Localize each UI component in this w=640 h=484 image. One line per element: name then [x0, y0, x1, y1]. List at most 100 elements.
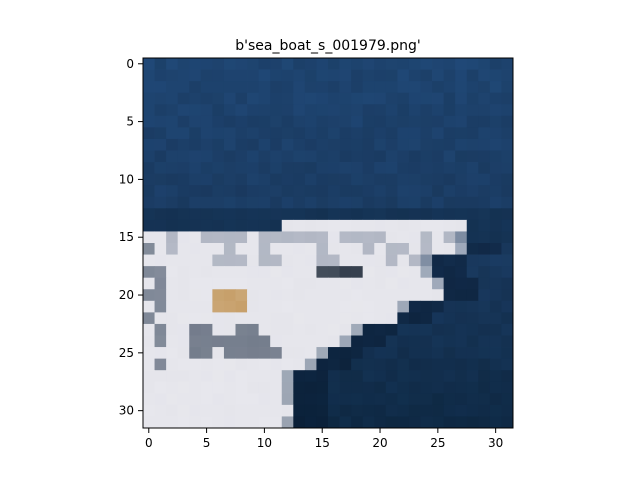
- image-pixel: [293, 208, 306, 221]
- image-pixel: [466, 92, 479, 105]
- y-tick-label: 25: [119, 346, 134, 360]
- image-pixel: [293, 127, 306, 140]
- image-pixel: [501, 150, 514, 163]
- image-pixel: [223, 358, 236, 371]
- image-pixel: [443, 335, 456, 348]
- image-pixel: [443, 370, 456, 383]
- image-pixel: [466, 266, 479, 279]
- image-pixel: [339, 219, 352, 232]
- image-pixel: [443, 323, 456, 336]
- image-pixel: [432, 127, 445, 140]
- image-pixel: [166, 219, 179, 232]
- image-pixel: [339, 312, 352, 325]
- image-pixel: [489, 381, 502, 394]
- image-pixel: [432, 81, 445, 94]
- image-pixel: [420, 404, 433, 417]
- image-pixel: [200, 416, 213, 429]
- image-pixel: [235, 92, 248, 105]
- image-pixel: [166, 104, 179, 117]
- image-pixel: [223, 277, 236, 290]
- image-pixel: [281, 404, 294, 417]
- image-pixel: [293, 173, 306, 186]
- image-pixel: [316, 162, 329, 175]
- image-pixel: [385, 312, 398, 325]
- image-pixel: [397, 393, 410, 406]
- image-pixel: [223, 300, 236, 313]
- image-pixel: [443, 358, 456, 371]
- image-pixel: [247, 150, 260, 163]
- image-pixel: [212, 358, 225, 371]
- image-pixel: [362, 162, 375, 175]
- image-pixel: [455, 138, 468, 151]
- image-pixel: [420, 312, 433, 325]
- image-pixel: [258, 231, 271, 244]
- image-pixel: [166, 300, 179, 313]
- image-pixel: [489, 138, 502, 151]
- image-pixel: [351, 162, 364, 175]
- image-pixel: [351, 58, 364, 70]
- image-pixel: [489, 92, 502, 105]
- image-pixel: [328, 312, 340, 325]
- image-pixel: [304, 243, 317, 255]
- image-pixel: [328, 173, 340, 186]
- image-pixel: [362, 381, 375, 394]
- image-pixel: [362, 127, 375, 140]
- image-pixel: [189, 138, 202, 151]
- image-pixel: [455, 323, 468, 336]
- image-pixel: [443, 254, 456, 267]
- image-pixel: [235, 231, 248, 244]
- image-pixel: [258, 416, 271, 429]
- image-pixel: [304, 219, 317, 232]
- image-pixel: [455, 381, 468, 394]
- image-pixel: [351, 219, 364, 232]
- image-pixel: [478, 162, 491, 175]
- image-pixel: [501, 300, 514, 313]
- image-pixel: [258, 219, 271, 232]
- image-pixel: [374, 243, 387, 255]
- image-pixel: [212, 162, 225, 175]
- image-pixel: [466, 127, 479, 140]
- image-pixel: [408, 196, 421, 209]
- image-pixel: [258, 266, 271, 279]
- image-pixel: [478, 104, 491, 117]
- image-pixel: [177, 219, 190, 232]
- image-pixel: [177, 196, 190, 209]
- image-pixel: [177, 323, 190, 336]
- image-pixel: [443, 393, 456, 406]
- image-pixel: [281, 104, 294, 117]
- image-pixel: [304, 393, 317, 406]
- image-pixel: [235, 162, 248, 175]
- image-pixel: [489, 69, 502, 82]
- image-pixel: [189, 335, 202, 348]
- image-pixel: [385, 266, 398, 279]
- image-pixel: [281, 277, 294, 290]
- image-pixel: [143, 416, 155, 429]
- image-pixel: [478, 323, 491, 336]
- image-pixel: [177, 312, 190, 325]
- image-pixel: [247, 266, 260, 279]
- image-pixel: [212, 393, 225, 406]
- image-pixel: [420, 335, 433, 348]
- image-pixel: [432, 335, 445, 348]
- image-pixel: [270, 393, 283, 406]
- image-pixel: [270, 138, 283, 151]
- image-pixel: [166, 69, 179, 82]
- image-pixel: [200, 231, 213, 244]
- image-pixel: [489, 335, 502, 348]
- image-pixel: [432, 404, 445, 417]
- image-pixel: [385, 219, 398, 232]
- image-pixel: [432, 323, 445, 336]
- image-pixel: [189, 277, 202, 290]
- image-pixel: [432, 162, 445, 175]
- image-pixel: [420, 185, 433, 198]
- image-pixel: [166, 81, 179, 94]
- image-pixel: [316, 219, 329, 232]
- image-pixel: [270, 69, 283, 82]
- image-pixel: [212, 69, 225, 82]
- image-pixel: [270, 243, 283, 255]
- image-pixel: [223, 219, 236, 232]
- image-pixel: [247, 347, 260, 360]
- image-pixel: [432, 254, 445, 267]
- image-pixel: [189, 358, 202, 371]
- image-pixel: [200, 266, 213, 279]
